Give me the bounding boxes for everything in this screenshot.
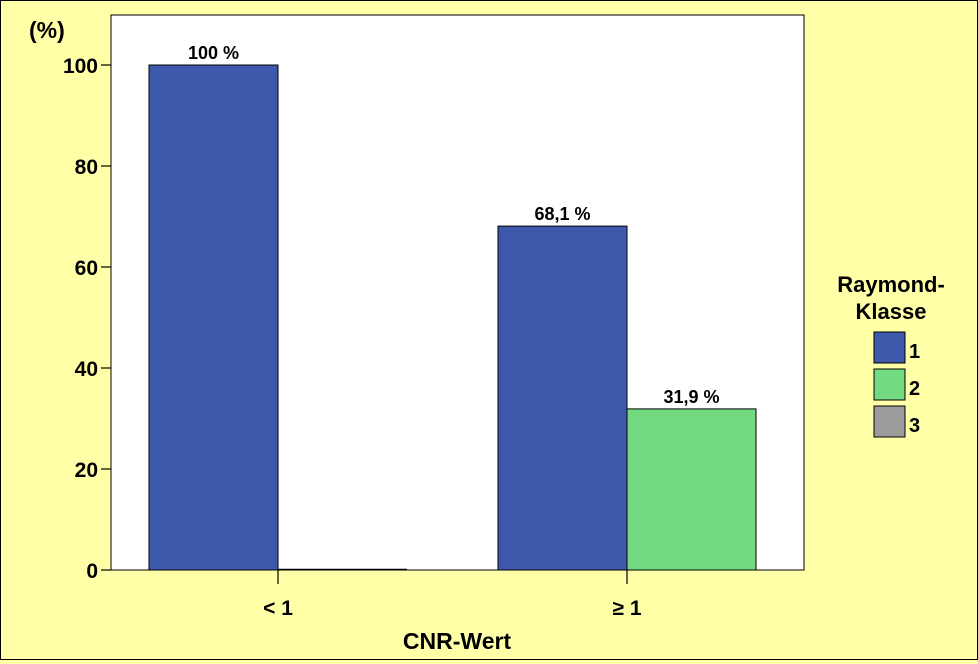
bars-group: 100 % 68,1 % 31,9 % [148, 43, 757, 571]
bar-value-label: 100 % [188, 43, 239, 63]
bar [497, 225, 628, 571]
bar-value-label: 68,1 % [534, 204, 590, 224]
x-axis: < 1 ≥ 1 [263, 570, 642, 620]
legend-title-line1: Raymond- [837, 272, 945, 297]
legend-swatch [873, 368, 906, 401]
y-tick-label: 0 [86, 560, 98, 583]
bar [626, 408, 757, 571]
legend-items: 1 2 3 [873, 331, 920, 438]
y-axis-label: (%) [29, 17, 65, 43]
y-axis: 0 20 40 60 80 100 [63, 55, 111, 583]
y-tick-label: 100 [63, 55, 98, 78]
x-tick-label: < 1 [263, 597, 293, 620]
legend-item-label: 3 [909, 415, 920, 437]
x-axis-title: CNR-Wert [403, 628, 512, 654]
y-tick-label: 60 [75, 257, 98, 280]
legend-item-label: 2 [909, 378, 920, 400]
x-tick-label: ≥ 1 [612, 597, 641, 620]
legend: Raymond- Klasse 1 2 3 [837, 272, 945, 438]
bar [148, 64, 279, 571]
bar-value-label: 31,9 % [663, 387, 719, 407]
legend-swatch [873, 331, 906, 364]
y-tick-label: 80 [75, 156, 98, 179]
legend-swatch [873, 405, 906, 438]
legend-item-label: 1 [909, 341, 920, 363]
legend-title-line2: Klasse [856, 299, 927, 324]
y-tick-label: 20 [75, 459, 98, 482]
y-tick-label: 40 [75, 358, 98, 381]
